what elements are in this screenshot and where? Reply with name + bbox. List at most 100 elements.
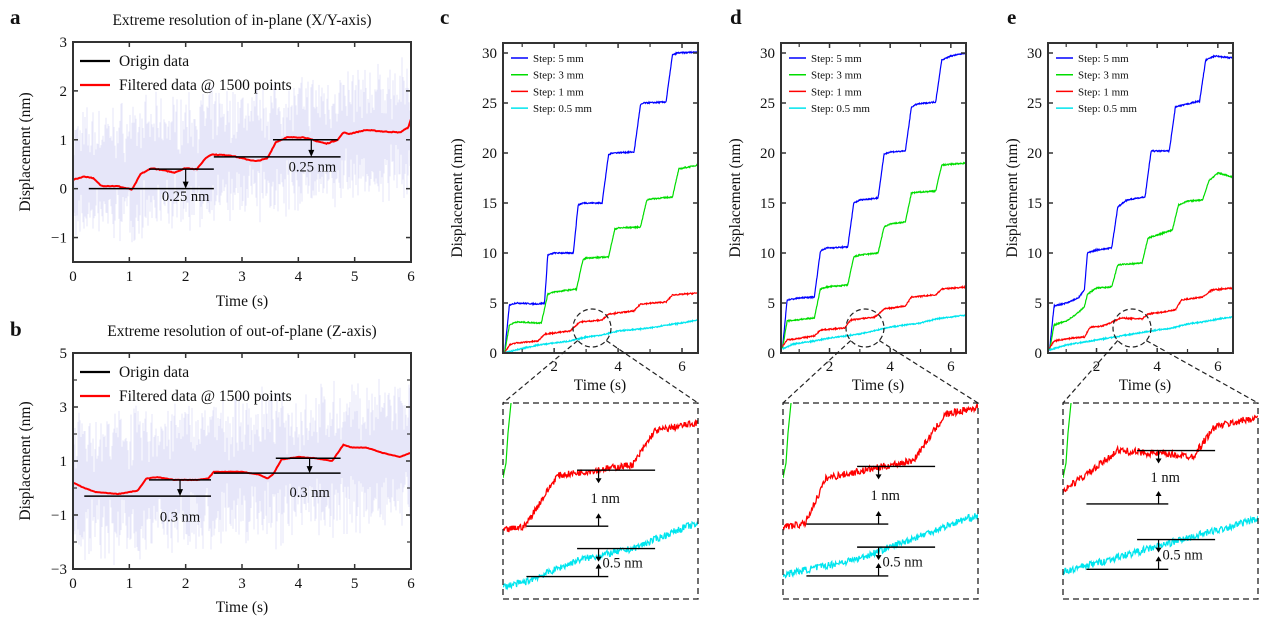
y-tick-label: 15 xyxy=(760,196,775,212)
x-axis-label: Time (s) xyxy=(1119,377,1171,394)
inset-series-line xyxy=(1063,414,1258,494)
x-tick-label: 4 xyxy=(886,359,894,375)
y-tick-label: 0 xyxy=(768,346,776,362)
step-label: 0.3 nm xyxy=(289,485,330,501)
inset-frame xyxy=(502,402,699,600)
panel-a: a Extreme resolution of in-plane (X/Y-axi… xyxy=(10,5,415,310)
panel-b: b Extreme resolution of out-of-plane (Z-a… xyxy=(10,317,415,616)
legend-label: Step: 1 mm xyxy=(533,86,584,98)
inset-frame xyxy=(1062,402,1259,600)
legend-label: Origin data xyxy=(119,53,189,70)
panel-letter: c xyxy=(440,5,449,29)
inset-c: 1 nm 0.5 nm xyxy=(502,402,699,600)
y-tick-label: 25 xyxy=(482,96,497,112)
y-tick-label: 25 xyxy=(1027,96,1042,112)
plot-area xyxy=(73,57,411,252)
x-tick-label: 2 xyxy=(1093,359,1101,375)
series-line-2 xyxy=(504,291,698,353)
panel-letter: d xyxy=(730,5,742,29)
series-line-0 xyxy=(781,52,966,349)
arrow-head xyxy=(306,466,313,474)
inset-series-line xyxy=(783,513,978,579)
legend-label: Step: 3 mm xyxy=(1078,70,1129,82)
y-tick-label: 30 xyxy=(760,46,775,62)
zoom-connector xyxy=(1145,340,1259,404)
series-line-2 xyxy=(1049,286,1233,349)
legend-label: Step: 0.5 mm xyxy=(1078,103,1137,115)
x-axis-label: Time (s) xyxy=(216,599,268,616)
legend-label: Step: 0.5 mm xyxy=(811,103,870,115)
x-tick-label: 3 xyxy=(238,269,246,285)
x-tick-label: 2 xyxy=(182,269,190,285)
x-tick-label: 6 xyxy=(407,269,415,285)
arrow-head-down xyxy=(875,474,882,480)
y-tick-label: 20 xyxy=(760,146,775,162)
x-tick-label: 6 xyxy=(1214,359,1222,375)
y-tick-label: 10 xyxy=(482,246,497,262)
panel-letter: b xyxy=(10,317,22,341)
y-tick-label: 1 xyxy=(60,454,68,470)
arrow-head-up xyxy=(1155,556,1162,562)
y-tick-label: 30 xyxy=(482,46,497,62)
arrow-head-up xyxy=(1155,490,1162,496)
inset-frame xyxy=(782,402,979,600)
panel-letter: e xyxy=(1007,5,1016,29)
legend-label: Step: 5 mm xyxy=(1078,53,1129,65)
legend: Origin data Filtered data @ 1500 points xyxy=(80,53,292,94)
axes-frame xyxy=(502,42,699,354)
step-label: 0.3 nm xyxy=(160,509,201,525)
x-tick-label: 2 xyxy=(182,576,190,592)
step-label: 0.25 nm xyxy=(162,189,210,205)
y-tick-label: 5 xyxy=(490,296,498,312)
y-axis-label: Displacement (nm) xyxy=(1004,138,1021,257)
y-axis-label: Displacement (nm) xyxy=(449,138,466,257)
y-tick-label: 2 xyxy=(60,84,68,100)
legend: Origin data Filtered data @ 1500 points xyxy=(80,364,292,405)
arrow-head-down xyxy=(1155,547,1162,553)
arrow-head xyxy=(177,489,184,497)
inset-step-label: 0.5 nm xyxy=(603,556,644,572)
legend-label: Filtered data @ 1500 points xyxy=(119,77,292,94)
x-axis-label: Time (s) xyxy=(574,377,626,394)
panel-e: e 2 4 6 0 5 10 15 20 25 30 Time (s) Displacement (nm… xyxy=(1004,5,1259,600)
inset-series-line xyxy=(783,403,978,531)
axes-frame xyxy=(780,42,967,354)
zoom-connector xyxy=(782,340,852,404)
y-tick-label: 3 xyxy=(60,35,68,51)
x-tick-label: 6 xyxy=(678,359,686,375)
panel-c: c 2 4 6 0 5 10 15 20 25 30 Time (s) Displacement (nm… xyxy=(440,5,699,600)
x-tick-label: 5 xyxy=(351,269,359,285)
x-tick-label: 2 xyxy=(826,359,834,375)
panel-d: d 2 4 6 0 5 10 15 20 25 30 Time (s) Displacement (nm… xyxy=(727,5,979,600)
plot-area xyxy=(781,52,966,351)
y-tick-label: 10 xyxy=(760,246,775,262)
arrow-head-down xyxy=(875,555,882,561)
plot-area xyxy=(1048,54,1233,352)
plot-area xyxy=(73,378,411,566)
y-tick-label: 20 xyxy=(1027,146,1042,162)
chart-title: Extreme resolution of out-of-plane (Z-ax… xyxy=(107,323,376,340)
y-tick-label: 0 xyxy=(490,346,498,362)
x-tick-label: 1 xyxy=(126,269,134,285)
y-axis-label: Displacement (nm) xyxy=(17,401,34,520)
y-tick-label: −1 xyxy=(51,231,67,247)
y-tick-label: 15 xyxy=(482,196,497,212)
y-tick-label: 5 xyxy=(768,296,776,312)
y-tick-label: 20 xyxy=(482,146,497,162)
y-tick-label: 30 xyxy=(1027,46,1042,62)
y-tick-label: 5 xyxy=(60,346,68,362)
inset-step-label: 1 nm xyxy=(1151,470,1181,486)
x-tick-label: 0 xyxy=(69,269,77,285)
inset-series-line xyxy=(503,520,698,591)
legend-label: Origin data xyxy=(119,364,189,381)
legend-label: Step: 1 mm xyxy=(811,86,862,98)
inset-step-label: 1 nm xyxy=(591,491,621,507)
x-tick-label: 4 xyxy=(295,269,303,285)
series-line-1 xyxy=(504,163,698,353)
zoom-connector xyxy=(878,340,979,404)
arrow-head-down xyxy=(1155,458,1162,464)
zoom-circle xyxy=(572,308,612,348)
inset-step-label: 0.5 nm xyxy=(1163,547,1204,563)
y-tick-label: 25 xyxy=(760,96,775,112)
